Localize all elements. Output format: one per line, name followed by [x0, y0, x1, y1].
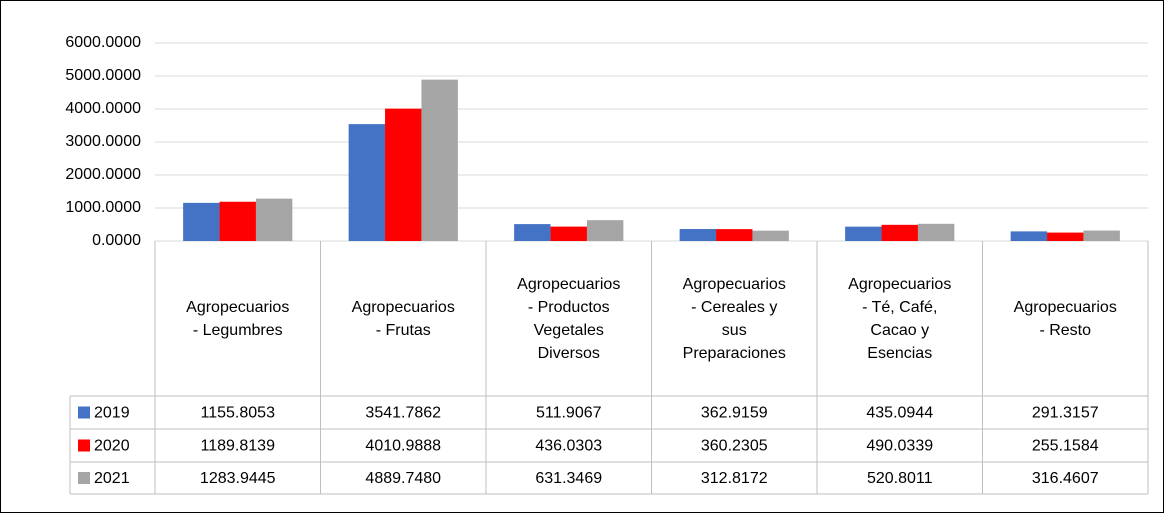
bar	[716, 229, 753, 241]
table-value: 631.3469	[535, 470, 602, 487]
table-value: 316.4607	[1032, 470, 1099, 487]
bar	[917, 223, 955, 241]
x-tick-label: Agropecuarios - Resto	[1013, 298, 1117, 339]
table-value: 255.1584	[1032, 438, 1099, 455]
table-value: 436.0303	[535, 438, 602, 455]
table-value: 520.8011	[867, 470, 933, 487]
bar	[183, 202, 220, 241]
table-value: 4010.9888	[365, 438, 441, 455]
table-value: 362.9159	[701, 405, 768, 422]
bar	[845, 226, 882, 241]
x-tick-label: Agropecuarios - Frutas	[351, 298, 455, 339]
x-tick-label: Agropecuarios - Legumbres	[186, 298, 290, 339]
table-value: 511.9067	[536, 405, 602, 422]
legend-swatch	[78, 439, 90, 452]
legend-label: 2021	[94, 470, 130, 487]
bar	[255, 198, 293, 241]
bar	[550, 226, 587, 241]
bar	[219, 201, 256, 241]
table-value: 1283.9445	[200, 470, 276, 487]
table-value: 360.2305	[701, 438, 768, 455]
legend-label: 2020	[94, 438, 130, 455]
category-cell: Agropecuarios - Té, Café, Cacao y Esenci…	[848, 275, 952, 362]
bar	[586, 220, 624, 241]
legend-swatch	[78, 472, 90, 484]
category-cell: Agropecuarios - Resto	[1013, 298, 1117, 339]
y-tick-label: 3000.0000	[65, 133, 141, 150]
table-value: 435.0944	[866, 405, 933, 422]
x-tick-label: Agropecuarios - Té, Café, Cacao y Esenci…	[848, 275, 952, 362]
table-value: 4889.7480	[365, 470, 441, 487]
table-value: 1189.8139	[201, 438, 276, 455]
y-tick-label: 0.0000	[92, 232, 141, 249]
y-tick-label: 1000.0000	[65, 199, 141, 216]
x-tick-label: Agropecuarios - Cereales y sus Preparaci…	[682, 275, 786, 362]
bar	[421, 79, 458, 242]
y-tick-label: 2000.0000	[65, 166, 141, 183]
table-value: 1155.8053	[201, 405, 276, 422]
bar	[752, 230, 789, 241]
category-cell: Agropecuarios - Frutas	[351, 298, 455, 339]
bar	[679, 229, 717, 241]
table-value: 490.0339	[866, 438, 933, 455]
y-tick-label: 4000.0000	[65, 100, 141, 117]
table-value: 3541.7862	[365, 405, 441, 422]
bar	[514, 224, 551, 241]
bar	[1083, 230, 1120, 241]
category-cell: Agropecuarios - Legumbres	[186, 298, 290, 339]
table-value: 312.8172	[701, 470, 768, 487]
legend-swatch	[78, 406, 90, 419]
category-cell: Agropecuarios - Productos Vegetales Dive…	[517, 275, 621, 362]
bar	[385, 108, 422, 242]
x-tick-label: Agropecuarios - Productos Vegetales Dive…	[517, 275, 621, 362]
y-tick-label: 5000.0000	[65, 67, 141, 84]
bar	[881, 224, 918, 241]
bar	[1047, 232, 1084, 241]
bar	[1010, 231, 1048, 241]
bar	[348, 124, 386, 241]
table-value: 291.3157	[1032, 405, 1099, 422]
category-cell: Agropecuarios - Cereales y sus Preparaci…	[682, 275, 786, 362]
legend-label: 2019	[94, 405, 130, 422]
y-tick-label: 6000.0000	[65, 34, 141, 51]
